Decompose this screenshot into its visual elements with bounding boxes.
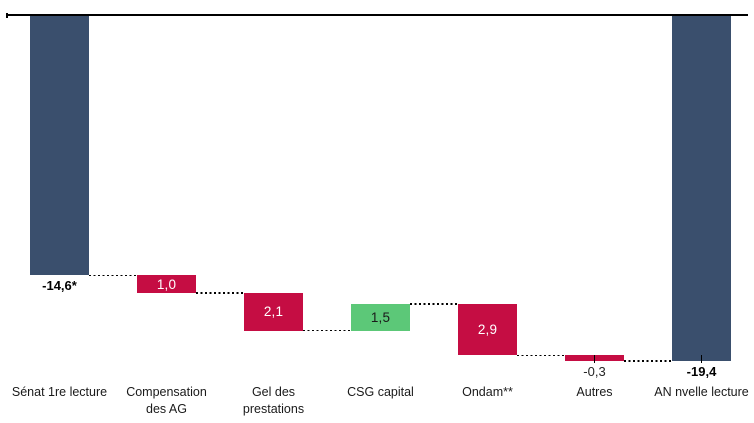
- connector-line-1: [89, 274, 137, 277]
- connector-line-5: [517, 354, 565, 357]
- category-label-autres: Autres: [576, 385, 613, 399]
- value-label-senat-1re-lecture: -14,6*: [42, 278, 77, 294]
- category-label-csg-capital: CSG capital: [347, 385, 414, 399]
- label-leader-line-autres: [593, 354, 596, 363]
- bar-an-nvelle-lecture: [672, 15, 731, 361]
- category-label-ondam: Ondam**: [462, 385, 513, 399]
- connector-line-3: [303, 329, 351, 332]
- connector-line-6: [624, 360, 672, 362]
- zero-axis-line: [8, 13, 748, 16]
- value-label-gel-des-prestations: 2,1: [263, 304, 284, 320]
- label-leader-line-an-nvelle-lecture: [700, 354, 703, 363]
- category-label-senat-1re-lecture: Sénat 1re lecture: [11, 385, 108, 399]
- connector-line-4: [410, 303, 458, 305]
- bar-ondam: [458, 303, 517, 356]
- value-label-compensation-des-ag: 1,0: [156, 276, 177, 292]
- value-label-csg-capital: 1,5: [370, 309, 391, 325]
- bar-compensation-des-ag: [137, 275, 196, 294]
- connector-line-2: [196, 292, 244, 294]
- category-label-gel-des-prestations: Gel des prestations: [242, 385, 305, 416]
- bar-senat-1re-lecture: [30, 15, 89, 276]
- value-label-an-nvelle-lecture: -19,4: [686, 363, 717, 379]
- value-label-ondam: 2,9: [477, 322, 498, 338]
- bar-gel-des-prestations: [244, 293, 303, 331]
- value-label-autres: -0,3: [583, 363, 606, 379]
- axis-origin-tick: [5, 13, 8, 18]
- category-label-an-nvelle-lecture: AN nvelle lecture: [654, 385, 749, 399]
- bar-csg-capital: [351, 303, 410, 331]
- category-label-compensation-des-ag: Compensation des AG: [126, 385, 207, 416]
